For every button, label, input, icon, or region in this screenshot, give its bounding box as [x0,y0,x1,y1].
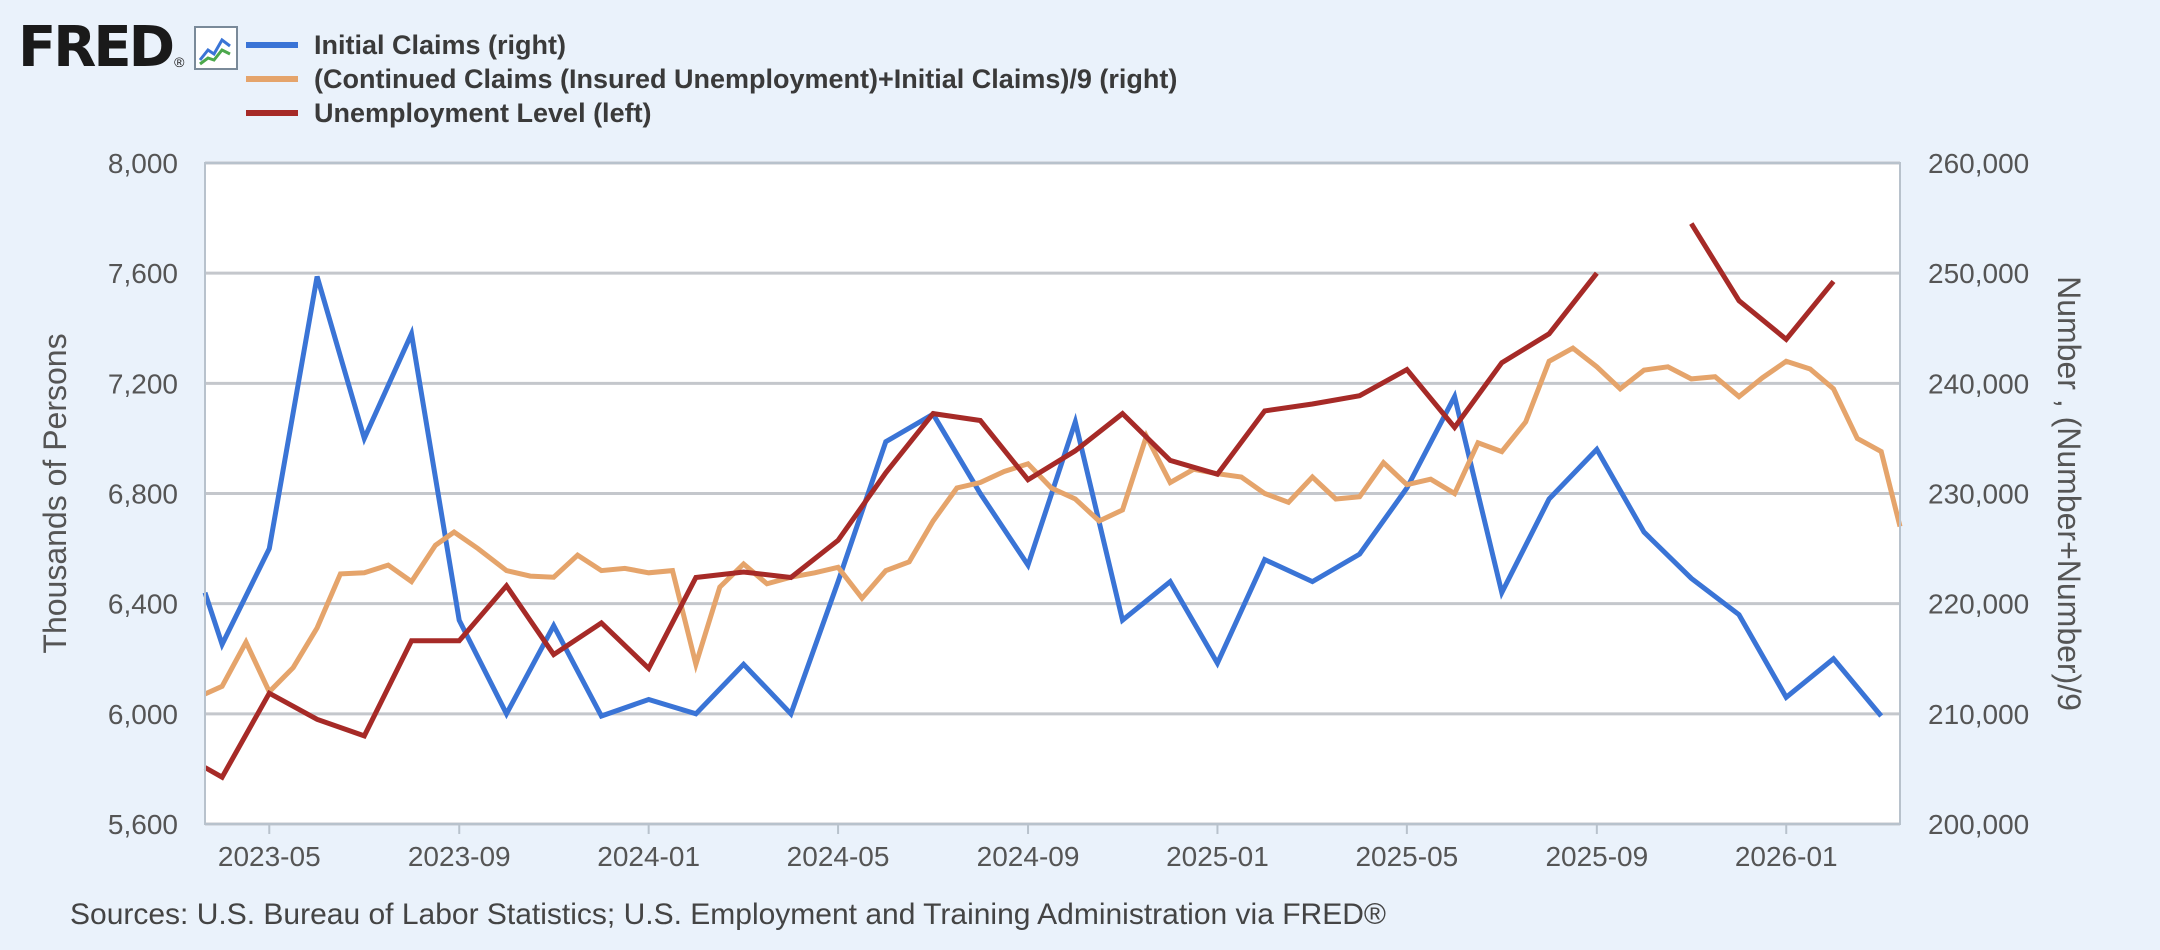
y-right-tick-label: 200,000 [1928,809,2029,840]
x-tick-label: 2026-01 [1735,841,1838,872]
y-right-tick-labels: 200,000 210,000 220,000 230,000 240,000 250,0… [1928,148,2029,840]
x-tick-label: 2025-09 [1545,841,1648,872]
x-tick-label: 2024-01 [597,841,700,872]
x-tick-labels: 2023-05 2023-09 2024-01 2024-05 2024-09 2025-… [218,824,1838,872]
y-right-tick-label: 230,000 [1928,479,2029,510]
y-right-tick-label: 250,000 [1928,258,2029,289]
legend-label: Unemployment Level (left) [314,97,652,128]
x-tick-label: 2025-01 [1166,841,1269,872]
legend-swatch [246,42,298,48]
legend-label: Initial Claims (right) [314,29,567,60]
series-line-1[interactable] [203,345,1903,697]
fred-logo[interactable]: FRED [18,15,175,80]
y-left-tick-label: 7,600 [108,258,178,289]
legend-swatch [246,76,298,82]
y-left-tick-label: 7,200 [108,368,178,399]
x-tick-label: 2025-05 [1355,841,1458,872]
fred-brand[interactable]: FRED ® [18,15,239,80]
y-right-tick-label: 260,000 [1928,148,2029,179]
chart-legend: Initial Claims (right) (Continued Claims… [246,28,1177,130]
legend-item-continued-claims[interactable]: (Continued Claims (Insured Unemployment)… [246,62,1177,96]
y-left-tick-label: 6,800 [108,479,178,510]
y-right-tick-label: 220,000 [1928,589,2029,620]
y-right-tick-label: 240,000 [1928,368,2029,399]
y-left-tick-label: 6,400 [108,589,178,620]
source-text: Sources: U.S. Bureau of Labor Statistics… [70,898,1387,931]
x-tick-label: 2023-05 [218,841,321,872]
series-lines [202,222,1903,781]
legend-item-initial-claims[interactable]: Initial Claims (right) [246,28,1177,62]
series-line-0[interactable] [202,275,1884,720]
x-tick-label: 2023-09 [408,841,511,872]
legend-swatch [246,110,298,116]
y-axis-right-label: Number , (Number+Number)/9 [2051,276,2087,711]
y-left-tick-labels: 5,600 6,000 6,400 6,800 7,200 7,600 8,000 [108,148,178,840]
line-graph-icon[interactable] [194,26,239,70]
x-tick-label: 2024-09 [977,841,1080,872]
legend-label: (Continued Claims (Insured Unemployment)… [314,63,1178,94]
y-left-tick-label: 5,600 [108,809,178,840]
legend-item-unemployment-level[interactable]: Unemployment Level (left) [246,96,1177,130]
y-left-tick-label: 6,000 [108,699,178,730]
y-left-tick-label: 8,000 [108,148,178,179]
series-line-2[interactable] [203,222,1836,781]
x-tick-label: 2024-05 [787,841,890,872]
fred-registered-mark: ® [174,54,185,70]
y-right-tick-label: 210,000 [1928,699,2029,730]
y-axis-left-label: Thousands of Persons [37,333,73,653]
plot-border [204,162,1901,825]
